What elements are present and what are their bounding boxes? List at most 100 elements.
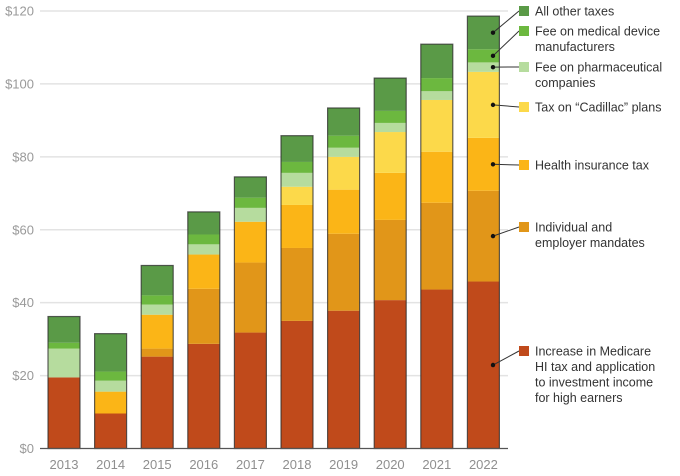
bar-segment xyxy=(281,172,313,187)
legend-label: to investment income xyxy=(535,376,653,390)
x-tick-label: 2019 xyxy=(329,457,358,472)
leader-dot xyxy=(490,64,496,70)
leader-dot xyxy=(490,162,496,167)
bar-segment xyxy=(141,265,174,296)
legend-item: Health insurance tax xyxy=(490,159,650,173)
bar-stack-2021 xyxy=(420,43,454,450)
bar-stack-2015 xyxy=(140,264,174,450)
bar-segment xyxy=(281,135,313,162)
y-axis-ticks: $0 $20 $40 $60 $80 $100 $120 xyxy=(5,4,34,457)
bar-segment xyxy=(281,161,313,173)
bars xyxy=(47,15,500,450)
leader-line xyxy=(492,163,520,166)
bar-segment xyxy=(420,91,453,100)
legend-label: employer mandates xyxy=(535,236,645,250)
legend-swatch xyxy=(519,160,529,170)
leader-line xyxy=(492,30,520,57)
bar-segment xyxy=(48,377,80,449)
bar-segment xyxy=(374,132,407,173)
legend-swatch xyxy=(519,102,529,112)
legend-swatch xyxy=(519,6,529,16)
x-tick-label: 2017 xyxy=(236,457,265,472)
bar-segment xyxy=(327,156,360,190)
leader-dot xyxy=(490,362,496,368)
bar-segment xyxy=(281,247,313,321)
bar-segment xyxy=(187,244,220,255)
legend-swatch xyxy=(519,346,529,356)
bar-segment xyxy=(187,288,220,344)
bar-segment xyxy=(48,342,80,349)
bar-segment xyxy=(327,107,360,136)
bar-segment xyxy=(374,219,407,301)
bar-segment xyxy=(420,202,453,290)
x-tick-label: 2016 xyxy=(189,457,218,472)
bar-stack-2014 xyxy=(93,333,128,450)
leader-dot xyxy=(490,233,496,239)
bar-segment xyxy=(187,234,220,245)
x-tick-label: 2018 xyxy=(283,457,312,472)
x-tick-label: 2013 xyxy=(50,457,79,472)
bar-stack-2018 xyxy=(280,135,314,450)
bar-segment xyxy=(234,262,267,333)
bar-segment xyxy=(141,348,174,357)
y-tick-label: $80 xyxy=(12,149,34,164)
bar-segment xyxy=(374,122,407,133)
leader-line xyxy=(492,10,520,34)
leader-line xyxy=(492,350,520,366)
bar-segment xyxy=(48,348,80,378)
legend-swatch xyxy=(519,62,529,72)
bar-segment xyxy=(374,172,407,220)
bar-segment xyxy=(420,78,453,92)
bar-segment xyxy=(234,176,267,198)
leader-line xyxy=(492,104,520,108)
legend-label: All other taxes xyxy=(535,5,614,19)
bar-segment xyxy=(187,211,220,235)
x-tick-label: 2022 xyxy=(469,457,498,472)
bar-segment xyxy=(234,332,267,449)
bar-segment xyxy=(327,147,360,157)
bar-stack-2016 xyxy=(187,211,221,450)
bar-segment xyxy=(48,316,80,343)
legend-label: HI tax and application xyxy=(535,360,655,374)
bar-segment xyxy=(420,151,453,203)
leader-dot xyxy=(490,102,496,108)
bar-stack-2020 xyxy=(373,77,407,450)
bar-segment xyxy=(420,44,453,79)
bar-segment xyxy=(141,356,174,449)
bar-segment xyxy=(141,314,174,349)
bar-segment xyxy=(281,204,313,248)
x-tick-label: 2020 xyxy=(376,457,405,472)
legend-item: All other taxes xyxy=(490,5,614,35)
bar-segment xyxy=(374,78,407,111)
bar-segment xyxy=(94,413,127,449)
bar-segment xyxy=(234,197,267,208)
leader-dot xyxy=(490,30,496,35)
legend-item: Tax on “Cadillac” plans xyxy=(490,101,661,115)
bar-segment xyxy=(281,320,313,449)
bar-segment xyxy=(187,343,220,449)
bar-segment xyxy=(420,289,453,449)
legend-label: Fee on medical device xyxy=(535,25,660,39)
leader-dot xyxy=(490,53,496,59)
y-tick-label: $120 xyxy=(5,4,34,19)
bar-segment xyxy=(467,62,500,72)
legend-label: Fee on pharmaceutical xyxy=(535,61,662,75)
legend-label: manufacturers xyxy=(535,40,615,54)
y-tick-label: $0 xyxy=(20,441,34,456)
y-tick-label: $60 xyxy=(12,222,34,237)
x-tick-label: 2014 xyxy=(96,457,125,472)
bar-segment xyxy=(327,189,360,234)
bar-segment xyxy=(94,333,127,372)
bar-segment xyxy=(327,135,360,148)
y-tick-label: $20 xyxy=(12,368,34,383)
bar-stack-2022 xyxy=(466,15,500,450)
bar-segment xyxy=(374,300,407,449)
bar-segment xyxy=(327,233,360,311)
legend-label: for high earners xyxy=(535,391,623,405)
legend-swatch xyxy=(519,222,529,232)
